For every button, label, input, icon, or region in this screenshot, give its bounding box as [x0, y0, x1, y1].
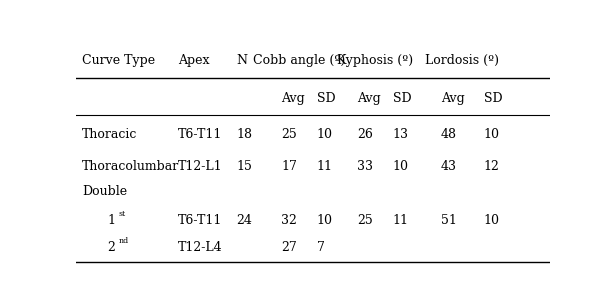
Text: 43: 43	[441, 160, 457, 173]
Text: T6-T11: T6-T11	[178, 214, 222, 227]
Text: 51: 51	[441, 214, 457, 227]
Text: 7: 7	[317, 241, 325, 254]
Text: Kyphosis (º): Kyphosis (º)	[337, 54, 413, 67]
Text: SD: SD	[484, 92, 502, 105]
Text: T6-T11: T6-T11	[178, 128, 222, 141]
Text: 32: 32	[281, 214, 297, 227]
Text: Thoracolumbar: Thoracolumbar	[82, 160, 179, 173]
Text: 24: 24	[236, 214, 252, 227]
Text: T12-L4: T12-L4	[178, 241, 223, 254]
Text: 12: 12	[484, 160, 499, 173]
Text: Curve Type: Curve Type	[82, 54, 155, 67]
Text: Lordosis (º): Lordosis (º)	[425, 54, 499, 67]
Text: 25: 25	[357, 214, 373, 227]
Text: 10: 10	[317, 214, 333, 227]
Text: 33: 33	[357, 160, 373, 173]
Text: 10: 10	[484, 214, 500, 227]
Text: SD: SD	[393, 92, 411, 105]
Text: 18: 18	[236, 128, 252, 141]
Text: 2: 2	[107, 241, 115, 254]
Text: Apex: Apex	[178, 54, 210, 67]
Text: 1: 1	[107, 214, 115, 227]
Text: 10: 10	[484, 128, 500, 141]
Text: N: N	[236, 54, 247, 67]
Text: T12-L1: T12-L1	[178, 160, 223, 173]
Text: Cobb angle (º): Cobb angle (º)	[253, 54, 345, 67]
Text: 11: 11	[393, 214, 409, 227]
Text: 27: 27	[281, 241, 297, 254]
Text: Double: Double	[82, 185, 127, 198]
Text: 11: 11	[317, 160, 333, 173]
Text: Avg: Avg	[357, 92, 381, 105]
Text: 25: 25	[281, 128, 297, 141]
Text: 10: 10	[317, 128, 333, 141]
Text: Avg: Avg	[441, 92, 465, 105]
Text: 15: 15	[236, 160, 252, 173]
Text: st: st	[119, 210, 126, 218]
Text: 26: 26	[357, 128, 373, 141]
Text: Avg: Avg	[281, 92, 305, 105]
Text: nd: nd	[119, 237, 129, 245]
Text: 48: 48	[441, 128, 457, 141]
Text: 17: 17	[281, 160, 297, 173]
Text: 10: 10	[393, 160, 409, 173]
Text: SD: SD	[317, 92, 335, 105]
Text: 13: 13	[393, 128, 409, 141]
Text: Thoracic: Thoracic	[82, 128, 137, 141]
